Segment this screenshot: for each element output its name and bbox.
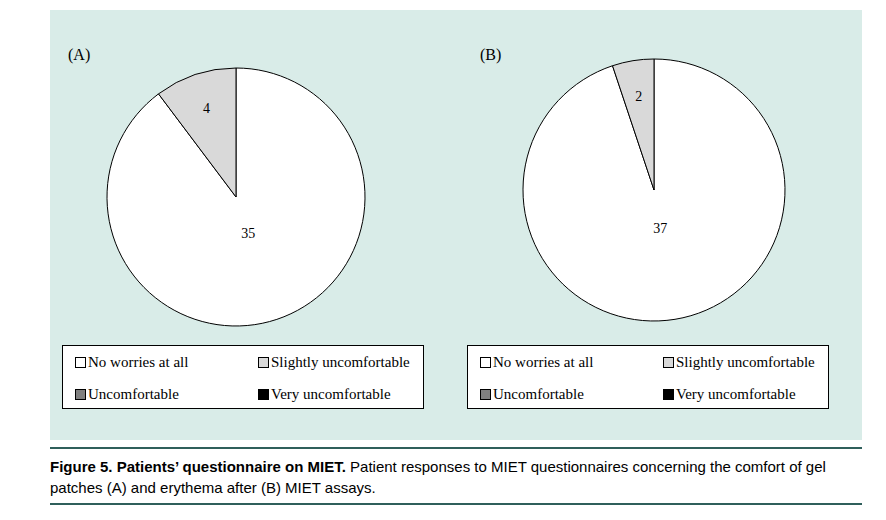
html-text:Slightly uncomfortable: Slightly uncomfortable [271, 353, 410, 370]
html-text:(B): (B) [480, 46, 502, 63]
html-text:Very uncomfortable: Very uncomfortable [271, 385, 391, 402]
html-text:(A): (A) [68, 46, 91, 63]
html-text:Slightly uncomfortable: Slightly uncomfortable [676, 353, 815, 370]
svg-text:37: 37 [653, 221, 667, 236]
html-text:Figure 5. Patients’ questionna: Figure 5. Patients’ questionnaire on MIE… [50, 458, 826, 496]
svg-text:35: 35 [241, 226, 255, 241]
html-text:No worries at all: No worries at all [493, 353, 594, 370]
svg-text:4: 4 [203, 101, 210, 116]
html-text:Very uncomfortable: Very uncomfortable [676, 385, 796, 402]
svg-text:2: 2 [635, 89, 642, 104]
html-text:Uncomfortable: Uncomfortable [88, 385, 179, 402]
html-text:Uncomfortable: Uncomfortable [493, 385, 584, 402]
html-text:No worries at all: No worries at all [88, 353, 189, 370]
